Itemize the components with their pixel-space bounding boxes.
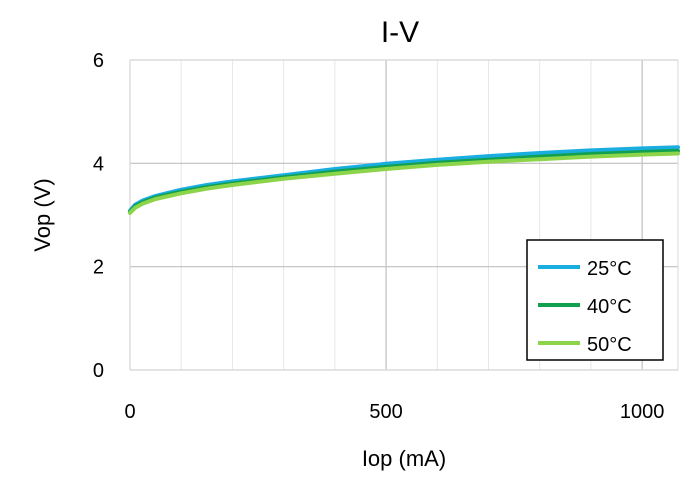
legend-label-3: 50°C [587, 334, 632, 356]
y-tick-label: 4 [93, 153, 104, 175]
y-axis-label: Vop (V) [30, 178, 55, 251]
x-tick-labels: 0 500 1000 [124, 401, 664, 423]
x-tick-label: 0 [124, 401, 135, 423]
y-tick-label: 0 [93, 360, 104, 382]
x-tick-label: 1000 [620, 401, 665, 423]
y-tick-labels: 0 2 4 6 [93, 50, 104, 382]
x-axis-label: Iop (mA) [362, 446, 446, 471]
x-tick-label: 500 [369, 401, 402, 423]
y-tick-label: 2 [93, 257, 104, 279]
series-lines [128, 145, 680, 215]
y-tick-label: 6 [93, 50, 104, 72]
chart-title: I-V [381, 16, 419, 49]
legend-box [526, 239, 664, 361]
series-line-3 [128, 151, 680, 215]
legend: 25°C 40°C 50°C [526, 239, 664, 361]
plot-area [129, 59, 679, 371]
legend-label-1: 25°C [587, 258, 632, 280]
series-line-2 [128, 148, 680, 214]
legend-label-2: 40°C [587, 296, 632, 318]
